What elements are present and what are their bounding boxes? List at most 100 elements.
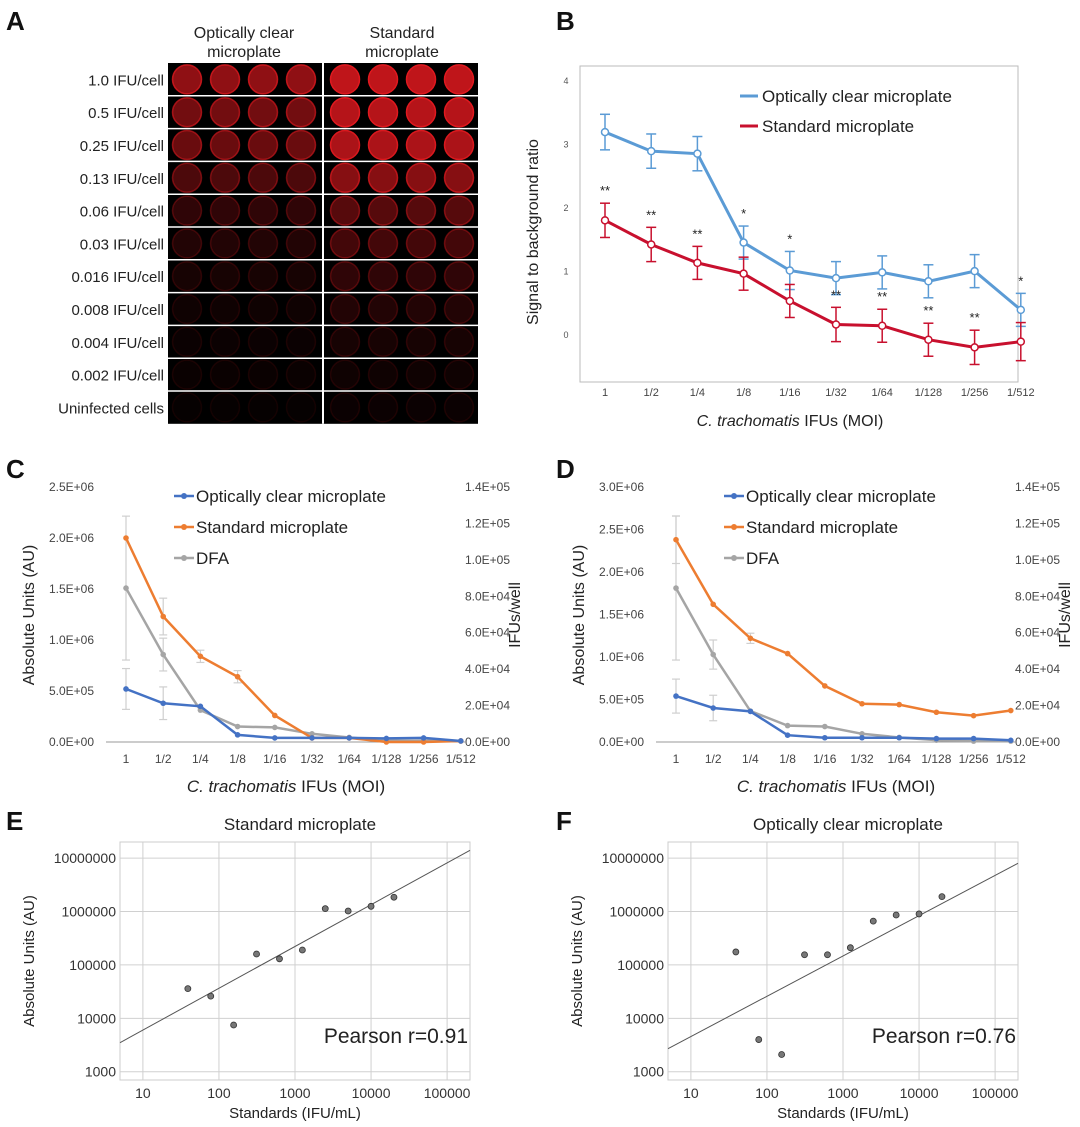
data-point [420,739,427,745]
x-tick-label: 100 [755,1085,779,1101]
well [405,162,437,194]
well [443,326,475,358]
x-tick-label: 1/32 [825,387,846,399]
x-axis-label-rest: IFUs (MOI) [296,777,385,796]
scatter-point [892,911,900,919]
y2-tick-label: 4.0E+04 [1015,662,1060,676]
data-point [123,535,129,541]
y-tick-label: 10000 [625,1010,664,1026]
significance-label: * [787,231,792,246]
series-line [125,687,461,743]
y2-tick-label: 6.0E+04 [465,626,510,640]
x-axis-label: C. trachomatis IFUs (MOI) [697,413,884,430]
column-header-line: microplate [207,44,281,61]
data-point [458,738,464,744]
data-point [346,735,353,741]
chart-title: Standard microplate [224,815,376,834]
data-point [673,585,679,591]
significance-label: * [741,206,746,221]
legend-label: Standard microplate [196,518,348,537]
x-axis-label-rest: IFUs (MOI) [800,413,884,430]
panel-letter-d: D [556,454,575,484]
well [285,293,317,325]
well [329,260,361,292]
row-label: 0.06 IFU/cell [80,204,164,221]
y-tick-label: 100000 [617,957,664,973]
x-tick-label: 1/8 [229,752,246,766]
well [405,260,437,292]
row-label: 0.5 IFU/cell [88,105,164,122]
significance-label: ** [877,289,887,304]
series-line [604,219,1021,349]
well [443,195,475,226]
well [367,96,399,128]
well [329,195,361,226]
well [329,228,361,259]
well [209,195,241,226]
x-tick-label: 1/256 [961,387,989,399]
data-point [272,712,278,719]
well [443,260,475,292]
well [443,96,475,128]
well [247,195,279,226]
data-point [710,705,716,711]
well [405,195,437,226]
x-tick-label: 1/4 [742,752,759,766]
x-tick-label: 1000 [827,1085,858,1101]
x-tick-label: 1/4 [192,752,209,766]
x-tick-label: 1/256 [959,752,989,766]
y2-tick-label: 4.0E+04 [465,662,510,676]
x-tick-label: 1/8 [736,387,751,399]
y-axis-label: Absolute Units (AU) [21,895,38,1027]
well [405,96,437,128]
scatter-point [253,950,260,958]
scatter-point [938,893,946,901]
series-line [674,587,1011,743]
well [209,359,241,390]
x-axis-label: C. trachomatis IFUs (MOI) [187,777,385,796]
well [443,129,475,161]
well [171,129,203,161]
y-axis-label: Absolute Units (AU) [569,895,586,1027]
data-point [784,722,791,729]
y-tick-label: 1.0E+06 [49,633,94,647]
x-tick-label: 1/64 [338,752,362,766]
x-tick-label: 1/128 [921,752,951,766]
well [209,228,241,259]
data-point [785,266,795,275]
data-point [197,653,204,660]
data-point [234,673,241,680]
significance-label: ** [600,183,610,198]
y2-tick-label: 6.0E+04 [1015,626,1060,640]
scatter-point [846,944,854,952]
x-axis-label-italic: C. trachomatis [737,777,847,796]
x-tick-label: 10000 [900,1085,939,1101]
y2-tick-label: 1.0E+05 [465,553,510,567]
x-tick-label: 1/64 [888,752,912,766]
scatter-point [390,893,398,901]
data-point [234,732,241,738]
well [171,162,203,194]
well [367,195,399,226]
data-point [123,686,129,692]
x-tick-label: 1/2 [155,752,172,766]
well [405,326,437,358]
well [443,359,475,390]
series-line [675,694,1011,742]
panel-e-chart: 10 100 1000 10000 100000 1000 10000 100000 10000… [21,815,471,1122]
data-point [272,735,278,741]
data-point [970,735,977,742]
y2-tick-label: 0.0E+00 [465,735,510,749]
well [285,64,317,95]
data-point [160,613,166,620]
x-tick-label: 1/4 [690,387,705,399]
well [247,392,279,423]
y-tick-label: 1.5E+06 [49,582,94,596]
well [209,64,241,95]
x-tick-label: 100000 [972,1085,1019,1101]
well [329,162,361,194]
y-tick-label: 0.0E+00 [49,735,94,749]
well [367,228,399,259]
data-point [693,258,702,268]
y2-axis-label: IFUs/well [1057,582,1074,648]
